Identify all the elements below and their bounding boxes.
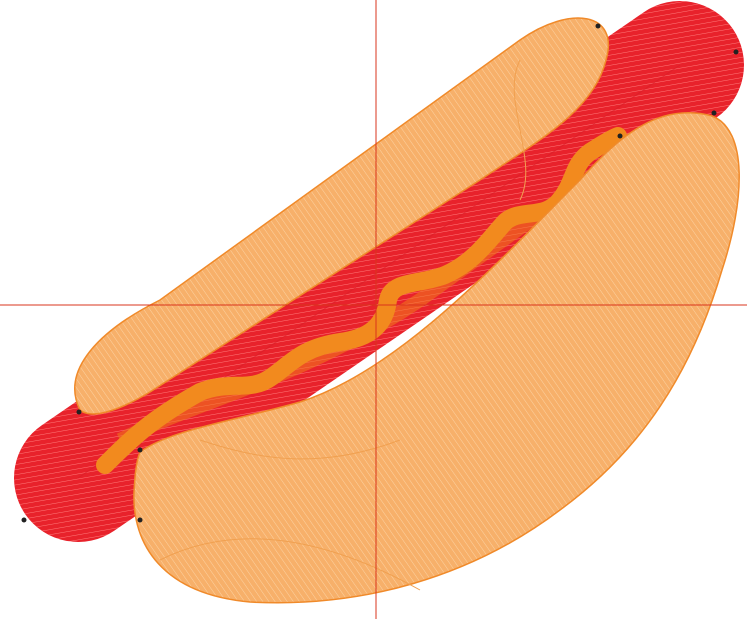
stitch-line bbox=[159, 538, 421, 591]
stitch-marker bbox=[733, 49, 739, 55]
stitch-line bbox=[513, 59, 527, 201]
top-bun bbox=[74, 17, 609, 415]
stitch-marker bbox=[711, 110, 717, 116]
stitch-marker bbox=[137, 517, 143, 523]
stitch-marker bbox=[595, 23, 601, 29]
stitch-marker bbox=[21, 517, 27, 523]
stitch-marker bbox=[617, 133, 623, 139]
stitch-line bbox=[199, 439, 401, 460]
stitch-marker bbox=[76, 409, 82, 415]
stitch-marker bbox=[137, 447, 143, 453]
mustard bbox=[96, 127, 627, 474]
bottom-bun bbox=[133, 111, 740, 604]
